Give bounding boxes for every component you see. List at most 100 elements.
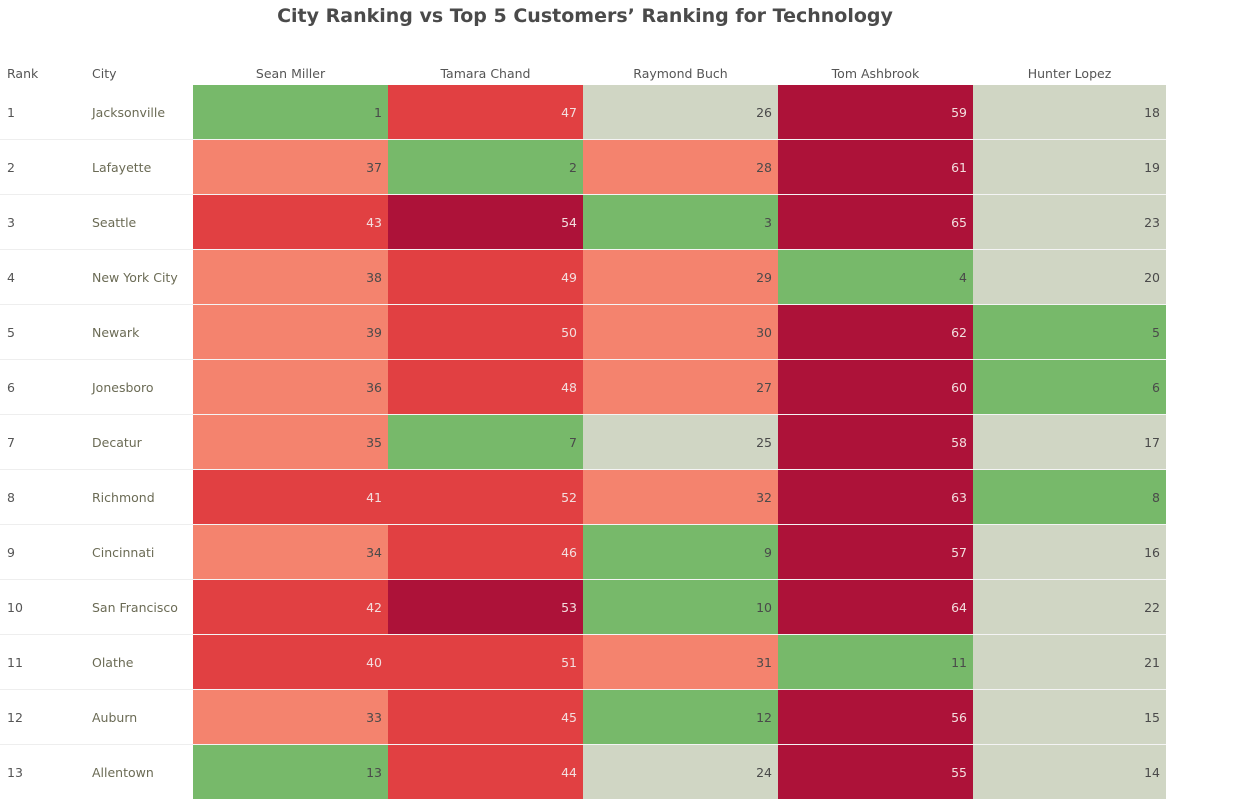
rank-value-cell-hunter-lopez: 21 [973,634,1166,690]
rank-value-cell-tom-ashbrook: 4 [778,249,973,305]
city-cell: San Francisco [85,579,193,635]
table-row: 11 Olathe 40 51 31 11 21 [0,634,1166,690]
rank-value-cell-raymond-buch: 29 [583,249,778,305]
rank-value-cell-sean-miller: 37 [193,139,388,195]
rank-value-cell-tom-ashbrook: 58 [778,414,973,470]
table-body: 1 Jacksonville 1 47 26 59 18 2 Lafayette 37 2 28 61 1… [0,85,1166,799]
rank-value-cell-hunter-lopez: 15 [973,689,1166,745]
column-header-hunter-lopez: Hunter Lopez [1027,66,1112,81]
rank-value-cell-sean-miller: 35 [193,414,388,470]
rank-value-cell-hunter-lopez: 23 [973,194,1166,250]
rank-value-cell-tamara-chand: 53 [388,579,583,635]
rank-value-cell-hunter-lopez: 16 [973,524,1166,580]
rank-value-cell-tamara-chand: 54 [388,194,583,250]
rank-value-cell-tamara-chand: 48 [388,359,583,415]
rank-value-cell-raymond-buch: 24 [583,744,778,799]
city-cell: New York City [85,249,193,305]
header-row: Rank City Sean Miller Tamara Chand Raymond… [0,62,1166,85]
rank-value-cell-sean-miller: 39 [193,304,388,360]
rank-value-cell-sean-miller: 1 [193,85,388,140]
rank-value-cell-tom-ashbrook: 60 [778,359,973,415]
table-row: 3 Seattle 43 54 3 65 23 [0,194,1166,250]
rank-value-cell-hunter-lopez: 22 [973,579,1166,635]
table-row: 5 Newark 39 50 30 62 5 [0,304,1166,360]
rank-value-cell-sean-miller: 13 [193,744,388,799]
table-row: 4 New York City 38 49 29 4 20 [0,249,1166,305]
rank-value-cell-tamara-chand: 2 [388,139,583,195]
rank-value-cell-sean-miller: 42 [193,579,388,635]
rank-value-cell-raymond-buch: 25 [583,414,778,470]
rank-value-cell-tom-ashbrook: 64 [778,579,973,635]
table-row: 10 San Francisco 42 53 10 64 22 [0,579,1166,635]
city-cell: Newark [85,304,193,360]
rank-value-cell-sean-miller: 43 [193,194,388,250]
rank-value-cell-tamara-chand: 50 [388,304,583,360]
rank-cell: 4 [0,249,85,305]
rank-value-cell-tom-ashbrook: 55 [778,744,973,799]
rank-cell: 1 [0,85,85,140]
rank-value-cell-raymond-buch: 30 [583,304,778,360]
rank-value-cell-tom-ashbrook: 63 [778,469,973,525]
city-cell: Lafayette [85,139,193,195]
rank-value-cell-sean-miller: 36 [193,359,388,415]
rank-value-cell-tamara-chand: 47 [388,85,583,140]
rank-cell: 12 [0,689,85,745]
rank-value-cell-hunter-lopez: 19 [973,139,1166,195]
city-cell: Richmond [85,469,193,525]
rank-value-cell-raymond-buch: 9 [583,524,778,580]
rank-value-cell-tamara-chand: 44 [388,744,583,799]
rank-value-cell-hunter-lopez: 5 [973,304,1166,360]
rank-value-cell-tom-ashbrook: 65 [778,194,973,250]
rank-cell: 3 [0,194,85,250]
table-row: 12 Auburn 33 45 12 56 15 [0,689,1166,745]
rank-value-cell-tom-ashbrook: 59 [778,85,973,140]
rank-value-cell-raymond-buch: 3 [583,194,778,250]
city-cell: Auburn [85,689,193,745]
rank-value-cell-sean-miller: 33 [193,689,388,745]
table-row: 2 Lafayette 37 2 28 61 19 [0,139,1166,195]
rank-value-cell-hunter-lopez: 8 [973,469,1166,525]
rank-column-header: Rank [7,66,39,81]
ranking-highlight-table: Rank City Sean Miller Tamara Chand Raymond… [0,62,1166,799]
rank-value-cell-raymond-buch: 27 [583,359,778,415]
rank-value-cell-hunter-lopez: 14 [973,744,1166,799]
rank-cell: 6 [0,359,85,415]
rank-cell: 10 [0,579,85,635]
table-row: 6 Jonesboro 36 48 27 60 6 [0,359,1166,415]
rank-value-cell-tom-ashbrook: 62 [778,304,973,360]
rank-cell: 13 [7,764,23,780]
city-cell: Seattle [85,194,193,250]
rank-cell: 8 [0,469,85,525]
rank-value-cell-hunter-lopez: 6 [973,359,1166,415]
rank-value-cell-sean-miller: 40 [193,634,388,690]
rank-value-cell-sean-miller: 41 [193,469,388,525]
rank-cell: 11 [0,634,85,690]
table-row: 8 Richmond 41 52 32 63 8 [0,469,1166,525]
city-cell: Allentown [92,764,154,780]
table-row: 13 Allentown 13 44 24 55 14 [0,744,1166,799]
rank-value-cell-tom-ashbrook: 57 [778,524,973,580]
rank-value-cell-hunter-lopez: 17 [973,414,1166,470]
rank-cell: 9 [0,524,85,580]
rank-cell: 5 [0,304,85,360]
rank-value-cell-tamara-chand: 51 [388,634,583,690]
rank-value-cell-raymond-buch: 32 [583,469,778,525]
column-header-tamara-chand: Tamara Chand [440,66,531,81]
rank-value-cell-tamara-chand: 52 [388,469,583,525]
rank-value-cell-hunter-lopez: 18 [973,85,1166,140]
rank-value-cell-sean-miller: 38 [193,249,388,305]
city-column-header: City [92,66,117,81]
rank-value-cell-sean-miller: 34 [193,524,388,580]
column-header-tom-ashbrook: Tom Ashbrook [831,66,920,81]
city-cell: Cincinnati [85,524,193,580]
rank-value-cell-tamara-chand: 46 [388,524,583,580]
city-cell: Decatur [85,414,193,470]
rank-value-cell-raymond-buch: 26 [583,85,778,140]
rank-value-cell-tamara-chand: 45 [388,689,583,745]
city-cell: Olathe [85,634,193,690]
table-row: 9 Cincinnati 34 46 9 57 16 [0,524,1166,580]
rank-value-cell-tom-ashbrook: 61 [778,139,973,195]
rank-cell: 2 [0,139,85,195]
rank-value-cell-raymond-buch: 12 [583,689,778,745]
rank-value-cell-raymond-buch: 10 [583,579,778,635]
